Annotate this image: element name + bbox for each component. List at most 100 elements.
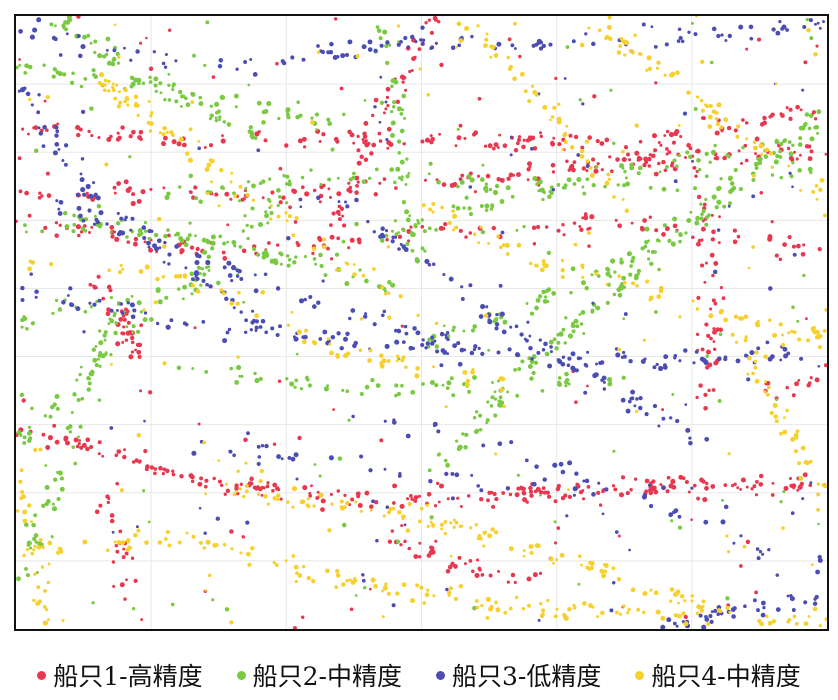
data-point — [17, 89, 21, 93]
data-point — [754, 136, 760, 142]
data-point — [664, 226, 670, 232]
data-point — [33, 513, 38, 518]
data-point — [249, 476, 254, 481]
data-point — [399, 242, 403, 246]
data-point — [293, 220, 298, 224]
data-point — [493, 397, 498, 401]
data-point — [679, 135, 683, 139]
data-point — [381, 234, 386, 239]
data-point — [250, 320, 255, 325]
data-point — [156, 216, 162, 222]
data-point — [526, 576, 532, 582]
data-point — [448, 586, 453, 591]
data-point — [785, 106, 789, 110]
data-point — [662, 363, 667, 368]
data-point — [373, 97, 379, 103]
data-point — [556, 358, 561, 362]
data-point — [179, 474, 184, 479]
data-point — [397, 234, 403, 239]
data-point — [80, 157, 85, 161]
data-point — [726, 125, 732, 131]
data-point — [162, 467, 167, 472]
data-point — [323, 273, 328, 278]
data-point — [752, 173, 756, 178]
data-point — [767, 356, 773, 362]
data-point — [768, 115, 772, 119]
data-point — [56, 496, 61, 502]
data-point — [713, 608, 718, 613]
data-point — [351, 414, 355, 419]
data-point — [545, 299, 550, 304]
data-point — [489, 207, 494, 211]
data-point — [420, 246, 425, 251]
data-point — [790, 436, 796, 442]
data-point — [77, 435, 80, 439]
data-point — [375, 538, 379, 543]
data-point — [38, 131, 44, 136]
data-point — [91, 68, 96, 73]
data-point — [210, 234, 216, 240]
data-point — [42, 620, 48, 626]
data-point — [311, 340, 316, 345]
data-point — [646, 55, 652, 61]
data-point — [795, 104, 800, 110]
data-point — [741, 118, 745, 122]
data-point — [429, 30, 434, 35]
data-point — [266, 481, 270, 485]
data-point — [237, 268, 242, 274]
data-point — [421, 338, 425, 342]
data-point — [138, 269, 144, 274]
data-point — [224, 607, 230, 612]
data-point — [479, 488, 484, 493]
data-point — [32, 536, 37, 542]
data-point — [18, 63, 22, 67]
data-point — [234, 105, 238, 109]
data-point — [385, 95, 390, 100]
data-point — [335, 209, 341, 215]
data-point — [256, 461, 261, 466]
data-point — [785, 385, 789, 390]
data-point — [791, 143, 795, 147]
data-point — [197, 146, 201, 151]
data-point — [97, 440, 102, 445]
data-point — [817, 345, 822, 350]
data-point — [809, 170, 813, 175]
data-point — [591, 492, 596, 497]
data-point — [134, 458, 139, 463]
data-point — [561, 327, 566, 332]
data-point — [436, 19, 441, 24]
data-point — [430, 523, 436, 528]
data-point — [148, 66, 154, 72]
data-point — [802, 123, 807, 128]
data-point — [218, 234, 223, 239]
data-point — [54, 133, 59, 138]
data-point — [231, 265, 236, 271]
data-point — [716, 102, 722, 108]
data-point — [635, 284, 639, 288]
data-point — [797, 484, 803, 490]
data-point — [372, 322, 377, 327]
data-point — [195, 246, 200, 252]
data-point — [301, 136, 307, 142]
data-point — [47, 540, 53, 546]
data-point — [414, 257, 420, 262]
data-point — [230, 171, 234, 175]
data-point — [94, 363, 99, 368]
data-point — [251, 198, 256, 202]
data-point — [538, 493, 542, 497]
data-point — [502, 319, 508, 325]
data-point — [157, 540, 163, 545]
data-point — [224, 296, 229, 302]
data-point — [528, 261, 533, 266]
data-point — [787, 331, 791, 335]
data-point — [249, 130, 254, 136]
data-point — [745, 137, 749, 141]
data-point — [759, 122, 765, 127]
data-point — [130, 556, 135, 560]
data-point — [824, 152, 827, 156]
data-point — [814, 335, 819, 340]
data-point — [287, 258, 291, 262]
data-point — [514, 492, 520, 498]
data-point — [96, 204, 102, 209]
data-point — [356, 148, 361, 153]
